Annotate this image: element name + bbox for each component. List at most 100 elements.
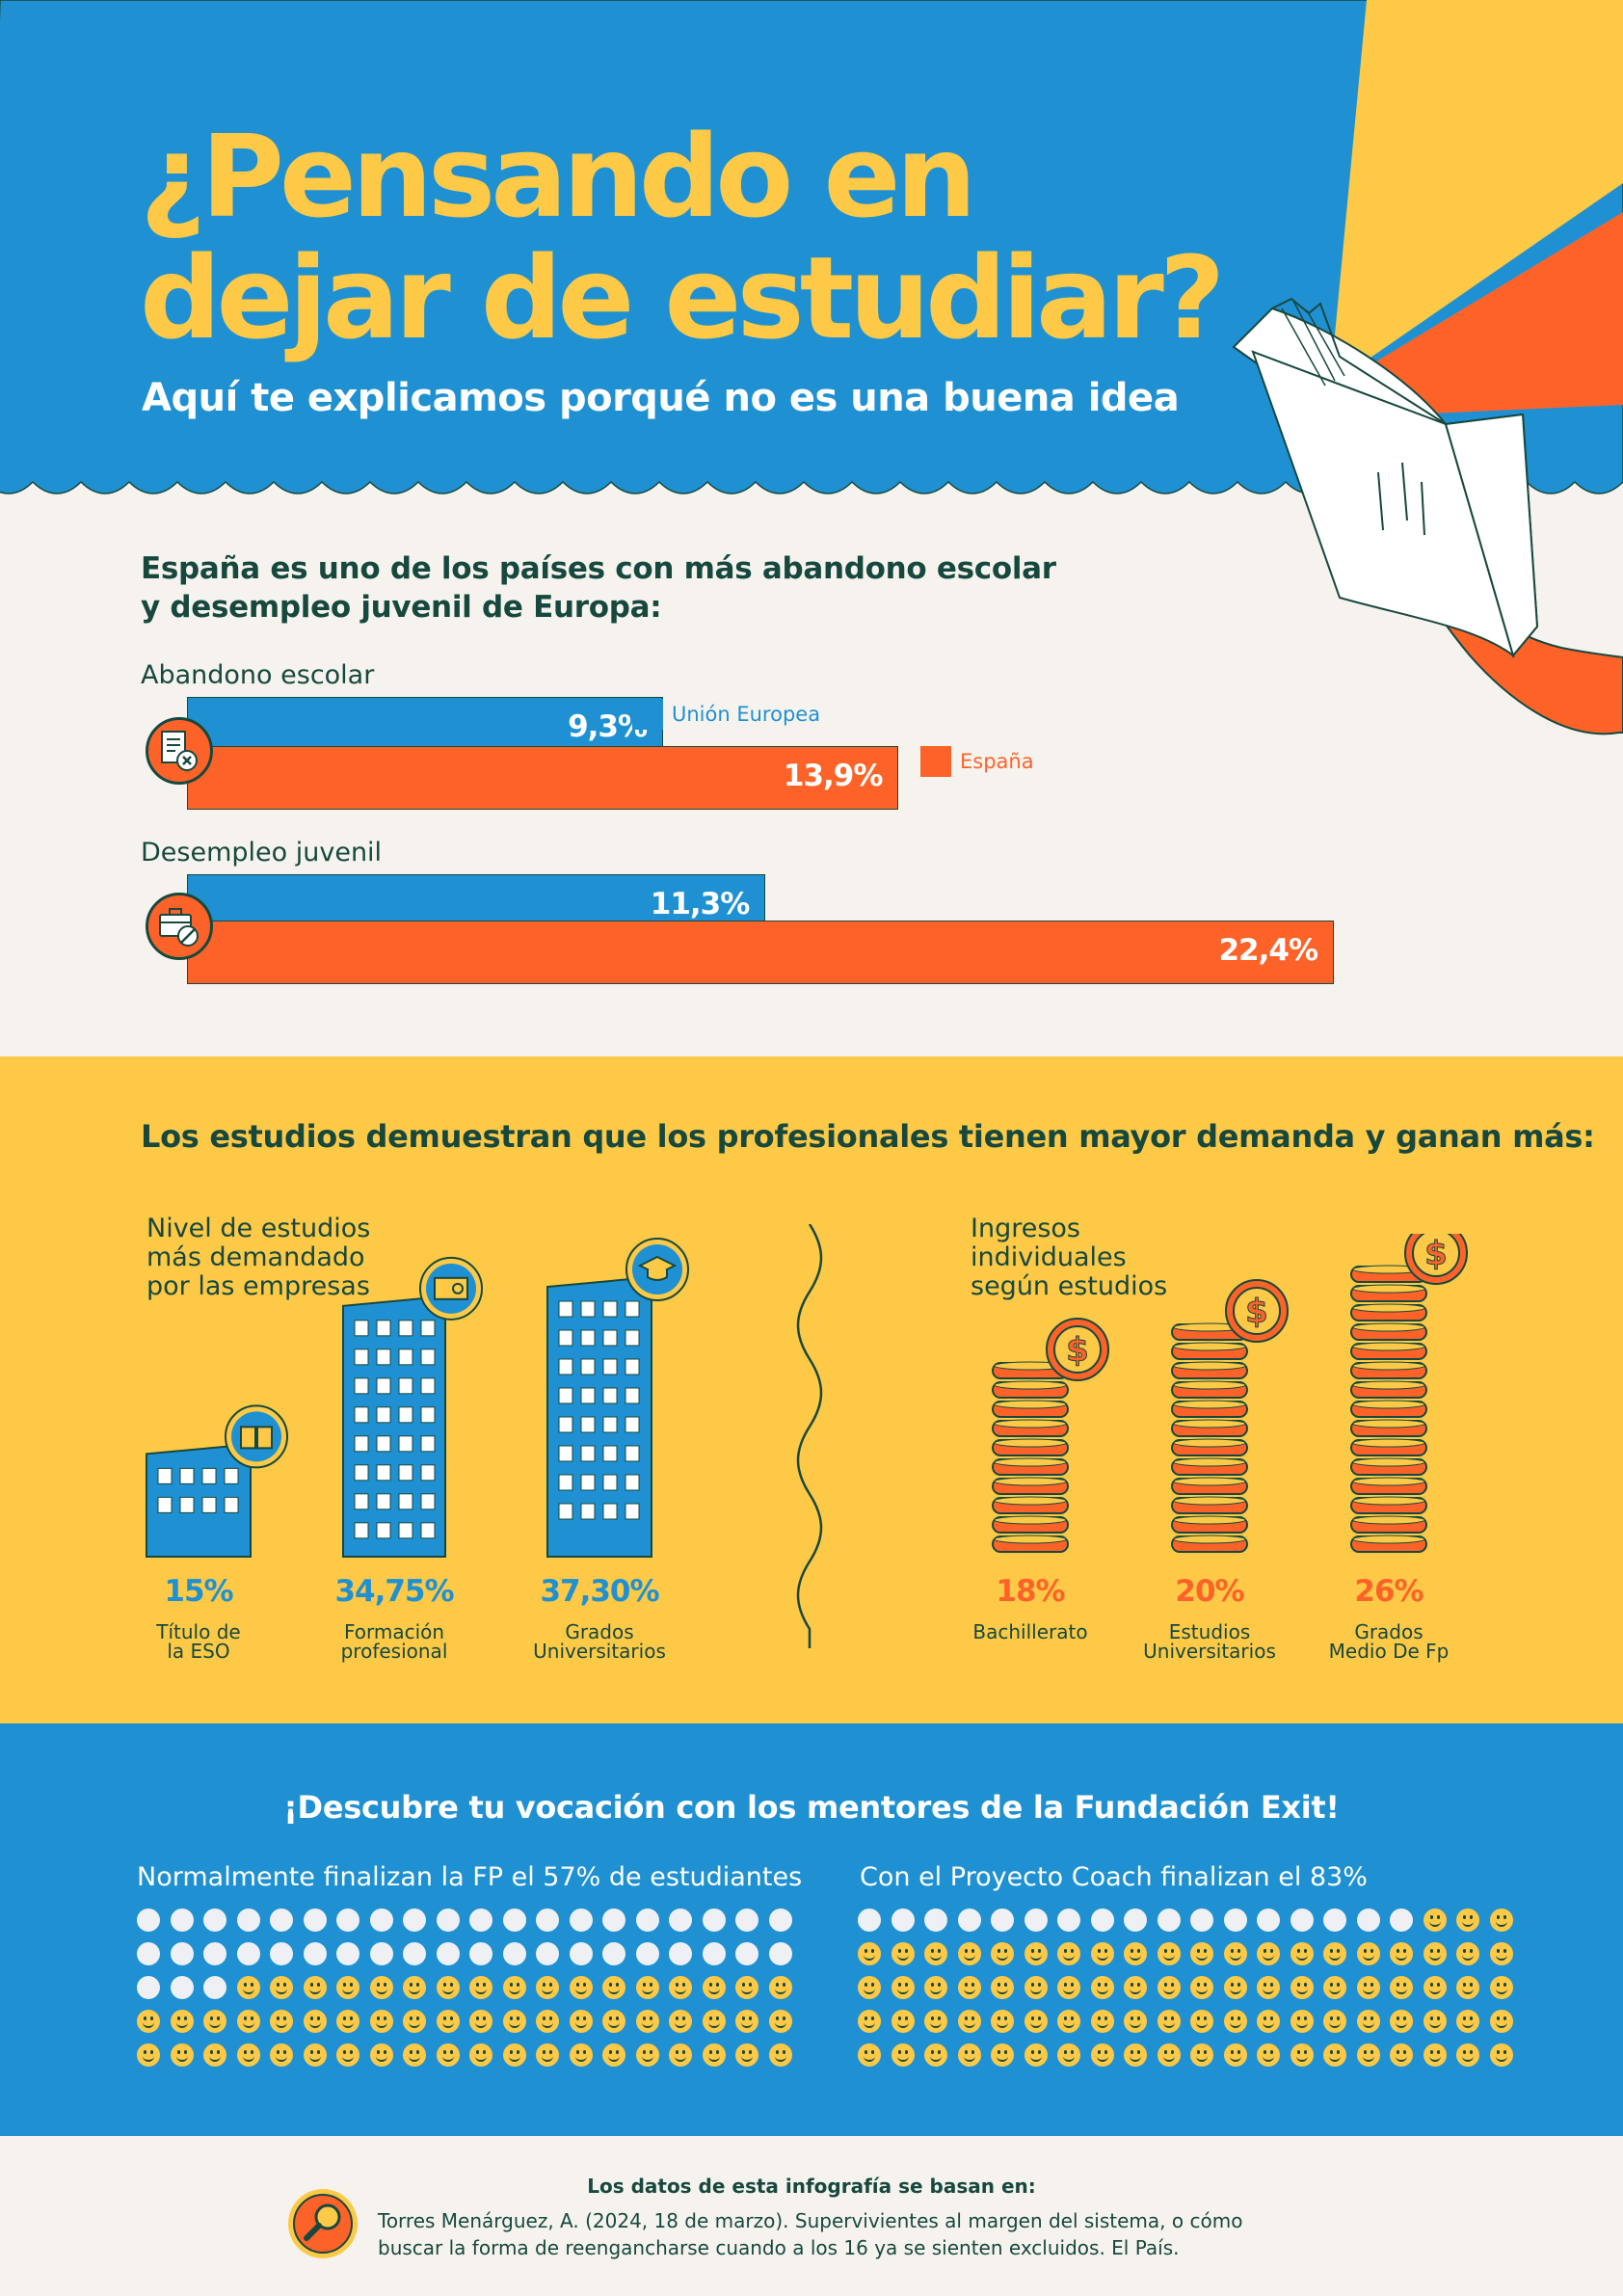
smiley-dot bbox=[1356, 2010, 1380, 2033]
smiley-dot bbox=[1456, 1909, 1479, 1932]
smiley-dot bbox=[924, 1976, 947, 1999]
smiley-dot bbox=[768, 1976, 792, 1999]
smiley-dot bbox=[1456, 1976, 1479, 1999]
empty-dot bbox=[403, 1909, 426, 1932]
empty-dot bbox=[502, 1942, 526, 1965]
income-value-0: 18% bbox=[996, 1574, 1065, 1609]
building-bar-0 bbox=[146, 1443, 252, 1558]
smiley-dot bbox=[369, 1976, 393, 1999]
smiley-dot bbox=[270, 2043, 293, 2067]
smiley-dot bbox=[336, 2043, 359, 2067]
smiley-dot bbox=[858, 1976, 881, 1999]
smiley-dot bbox=[1057, 2010, 1080, 2033]
smiley-dot bbox=[436, 1976, 460, 1999]
smiley-dot bbox=[924, 2010, 947, 2033]
smiley-dot bbox=[1090, 1976, 1114, 1999]
empty-dot bbox=[735, 1942, 758, 1965]
section3-heading: ¡Descubre tu vocación con los mentores d… bbox=[283, 1789, 1340, 1826]
smiley-dot bbox=[991, 1942, 1014, 1965]
demand-chart-title: Nivel de estudios más demandado por las … bbox=[146, 1214, 371, 1301]
smiley-dot bbox=[1257, 1942, 1280, 1965]
smiley-dot bbox=[735, 1976, 758, 1999]
smiley-dot bbox=[957, 2010, 981, 2033]
smiley-dot bbox=[1423, 2043, 1447, 2067]
smiley-dot bbox=[891, 1942, 915, 1965]
smiley-dot bbox=[991, 2010, 1014, 2033]
smiley-dot bbox=[336, 1976, 359, 1999]
smiley-dot bbox=[303, 2010, 327, 2033]
smiley-dot bbox=[1390, 2010, 1413, 2033]
smiley-dot bbox=[957, 1942, 981, 1965]
empty-dot bbox=[702, 1909, 726, 1932]
smiley-dot bbox=[891, 2043, 915, 2067]
empty-dot bbox=[1090, 1909, 1114, 1932]
page-subtitle: Aquí te explicamos porqué no es una buen… bbox=[142, 376, 1180, 420]
empty-dot bbox=[569, 1909, 593, 1932]
demand-value-2: 37,30% bbox=[540, 1574, 659, 1609]
demand-category-2: Grados Universitarios bbox=[533, 1620, 666, 1663]
smiley-dot bbox=[369, 2043, 393, 2067]
empty-dot bbox=[336, 1909, 359, 1932]
empty-dot bbox=[768, 1909, 792, 1932]
empty-dot bbox=[924, 1909, 947, 1932]
income-coin-chart: $ $ $ bbox=[992, 1234, 1468, 1553]
empty-dot bbox=[768, 1942, 792, 1965]
smiley-dot bbox=[203, 2010, 226, 2033]
empty-dot bbox=[170, 1909, 194, 1932]
smiley-dot bbox=[203, 2043, 226, 2067]
smiley-dot bbox=[1390, 2043, 1413, 2067]
smiley-dot bbox=[1190, 2010, 1213, 2033]
smiley-dot bbox=[858, 1942, 881, 1965]
smiley-dot bbox=[137, 2043, 160, 2067]
smiley-dot bbox=[602, 2010, 625, 2033]
empty-dot bbox=[469, 1942, 492, 1965]
svg-text:$: $ bbox=[1424, 1235, 1448, 1273]
smiley-dot bbox=[1024, 2010, 1048, 2033]
demand-category-0: Título de la ESO bbox=[156, 1620, 241, 1663]
smiley-dot bbox=[502, 2010, 526, 2033]
empty-dot bbox=[1257, 1909, 1280, 1932]
smiley-dot bbox=[1257, 2043, 1280, 2067]
magnifier-icon bbox=[288, 2189, 358, 2258]
smiley-dot bbox=[1024, 1976, 1048, 1999]
empty-dot bbox=[369, 1909, 393, 1932]
smiley-dot bbox=[1489, 1942, 1513, 1965]
demand-value-1: 34,75% bbox=[334, 1574, 454, 1609]
smiley-dot bbox=[635, 1976, 659, 1999]
smiley-dot bbox=[1323, 1976, 1346, 1999]
income-value-2: 26% bbox=[1354, 1574, 1423, 1609]
smiley-dot bbox=[502, 2043, 526, 2067]
smiley-dot bbox=[1390, 1942, 1413, 1965]
empty-dot bbox=[957, 1909, 981, 1932]
smiley-dot bbox=[1124, 2043, 1147, 2067]
income-value-1: 20% bbox=[1175, 1574, 1244, 1609]
smiley-dot bbox=[1124, 2010, 1147, 2033]
legend-label-eu: Unión Europea bbox=[672, 703, 821, 726]
empty-dot bbox=[536, 1909, 559, 1932]
document-x-icon bbox=[146, 717, 213, 785]
smiley-dot bbox=[1290, 2043, 1314, 2067]
empty-dot bbox=[303, 1942, 327, 1965]
smiley-dot bbox=[602, 1976, 625, 1999]
svg-text:$: $ bbox=[1066, 1331, 1089, 1370]
smiley-dot bbox=[170, 2043, 194, 2067]
empty-dot bbox=[569, 1942, 593, 1965]
smiley-dot bbox=[1356, 1976, 1380, 1999]
smiley-dot bbox=[602, 2043, 625, 2067]
smiley-dot bbox=[569, 2010, 593, 2033]
smiley-dot bbox=[170, 2010, 194, 2033]
smiley-dot bbox=[502, 1976, 526, 1999]
smiley-dot bbox=[369, 2010, 393, 2033]
smiley-dot bbox=[768, 2010, 792, 2033]
smiley-dot bbox=[957, 2043, 981, 2067]
smiley-dot bbox=[236, 2043, 260, 2067]
smiley-dot bbox=[469, 2043, 492, 2067]
empty-dot bbox=[702, 1942, 726, 1965]
certificate-icon bbox=[419, 1256, 483, 1321]
dollar-coin-icon: $ bbox=[1225, 1279, 1289, 1343]
smiley-dot bbox=[336, 2010, 359, 2033]
sources-heading: Los datos de esta infografía se basan en… bbox=[587, 2175, 1036, 2198]
smiley-dot bbox=[303, 1976, 327, 1999]
smiley-dot bbox=[270, 2010, 293, 2033]
smiley-dot bbox=[403, 2043, 426, 2067]
